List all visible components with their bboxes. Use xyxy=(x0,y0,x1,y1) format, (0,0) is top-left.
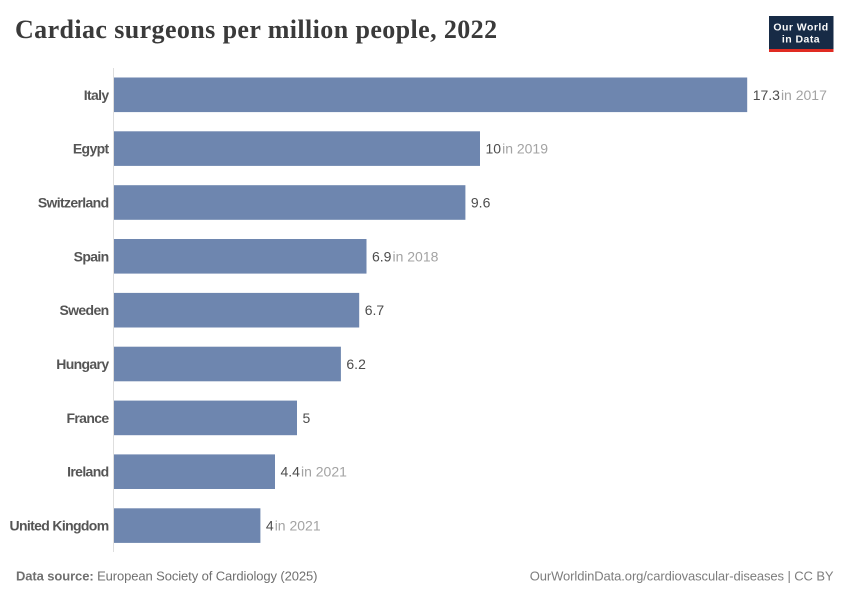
svg-text:OurWorldinData.org/cardiovascu: OurWorldinData.org/cardiovascular-diseas… xyxy=(530,568,834,583)
svg-text:4.4in 2021: 4.4in 2021 xyxy=(281,464,348,480)
svg-text:in Data: in Data xyxy=(782,34,820,46)
svg-text:6.9in 2018: 6.9in 2018 xyxy=(372,248,439,264)
svg-text:United Kingdom: United Kingdom xyxy=(10,518,109,534)
svg-text:Spain: Spain xyxy=(74,248,109,264)
svg-text:5: 5 xyxy=(303,410,311,426)
svg-text:Cardiac surgeons per million p: Cardiac surgeons per million people, 202… xyxy=(15,15,497,44)
svg-text:6.2: 6.2 xyxy=(346,356,366,372)
svg-text:6.7: 6.7 xyxy=(365,302,385,318)
svg-text:9.6: 9.6 xyxy=(471,195,491,211)
svg-text:Our World: Our World xyxy=(773,22,828,34)
svg-text:Egypt: Egypt xyxy=(73,141,110,157)
svg-text:10in 2019: 10in 2019 xyxy=(486,141,549,157)
svg-text:Hungary: Hungary xyxy=(56,356,109,372)
svg-text:Ireland: Ireland xyxy=(67,464,108,480)
svg-text:4in 2021: 4in 2021 xyxy=(266,518,321,534)
svg-text:Switzerland: Switzerland xyxy=(38,195,109,211)
svg-text:17.3in 2017: 17.3in 2017 xyxy=(753,87,827,103)
svg-text:Italy: Italy xyxy=(84,87,110,103)
svg-text:Data source: European Society: Data source: European Society of Cardiol… xyxy=(16,568,317,583)
svg-text:France: France xyxy=(66,410,109,426)
svg-text:Sweden: Sweden xyxy=(59,302,108,318)
